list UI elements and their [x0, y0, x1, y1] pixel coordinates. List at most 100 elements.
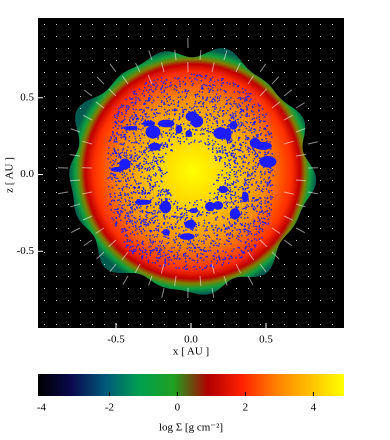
particle	[149, 167, 150, 168]
particle	[120, 220, 121, 221]
particle	[135, 161, 136, 162]
particle	[221, 85, 222, 86]
particle	[244, 157, 245, 158]
particle	[213, 213, 214, 214]
particle	[206, 215, 207, 216]
particle	[205, 236, 206, 237]
particle	[197, 262, 198, 263]
particle	[152, 197, 153, 198]
particle	[217, 101, 218, 102]
particle	[112, 187, 113, 188]
vector	[296, 324, 297, 325]
particle	[260, 182, 261, 183]
particle	[124, 119, 125, 120]
vector	[332, 156, 333, 157]
vector	[164, 312, 165, 313]
vector	[320, 276, 321, 277]
particle	[251, 184, 252, 185]
particle	[247, 224, 248, 225]
particle	[184, 84, 185, 85]
particle	[229, 234, 230, 235]
particle	[168, 242, 169, 243]
particle	[145, 159, 146, 160]
particle	[136, 121, 137, 122]
particle	[243, 92, 244, 93]
particle	[163, 103, 164, 104]
particle	[266, 183, 267, 184]
vector	[44, 276, 45, 277]
particle	[199, 91, 200, 92]
particle	[248, 200, 249, 201]
vector	[332, 240, 333, 241]
particle	[201, 214, 202, 215]
particle	[119, 181, 120, 182]
vector	[128, 300, 129, 301]
particle	[184, 128, 185, 129]
particle	[254, 209, 255, 210]
particle	[163, 102, 164, 103]
particle	[181, 212, 182, 213]
particle	[121, 128, 122, 129]
vector	[320, 312, 321, 313]
particle	[254, 200, 255, 201]
particle	[122, 208, 123, 209]
particle	[123, 186, 124, 187]
particle	[180, 124, 181, 125]
particle	[134, 93, 135, 94]
particle	[132, 174, 133, 175]
vector	[224, 312, 225, 313]
particle	[156, 86, 157, 87]
particle	[171, 259, 172, 260]
particle	[219, 97, 220, 98]
particle	[250, 149, 251, 150]
particle	[176, 87, 177, 88]
particle	[150, 180, 151, 181]
particle	[184, 141, 185, 142]
particle	[192, 250, 193, 251]
particle	[183, 241, 184, 242]
particle	[245, 247, 246, 248]
vector	[284, 84, 285, 85]
particle	[237, 162, 238, 163]
particle	[109, 177, 110, 178]
vector	[320, 156, 321, 157]
particle	[257, 154, 258, 155]
particle	[235, 173, 236, 174]
particle	[139, 229, 140, 230]
particle	[258, 164, 259, 165]
particle	[233, 204, 234, 205]
particle	[244, 214, 245, 215]
particle	[242, 188, 243, 189]
particle	[240, 147, 241, 148]
particle	[131, 163, 132, 164]
colorbar-tick-label: 2	[243, 402, 249, 414]
particle	[161, 181, 162, 182]
particle	[258, 214, 259, 215]
particle	[185, 89, 186, 90]
particle	[209, 113, 210, 114]
particle	[241, 197, 242, 198]
particle	[191, 81, 192, 82]
particle	[241, 251, 242, 252]
particle	[134, 158, 135, 159]
particle	[165, 144, 166, 145]
particle	[196, 236, 197, 237]
particle	[201, 85, 202, 86]
particle	[210, 89, 211, 90]
particle	[231, 195, 232, 196]
particle	[247, 146, 248, 147]
particle	[181, 217, 182, 218]
particle	[235, 111, 236, 112]
particle	[164, 247, 165, 248]
particle	[262, 224, 263, 225]
particle	[185, 269, 186, 270]
particle	[171, 84, 172, 85]
particle	[164, 115, 165, 116]
particle	[137, 190, 138, 191]
particle	[208, 92, 209, 93]
particle	[165, 173, 166, 174]
particle	[199, 247, 200, 248]
particle	[169, 96, 170, 97]
particle	[123, 228, 124, 229]
particle	[132, 220, 133, 221]
